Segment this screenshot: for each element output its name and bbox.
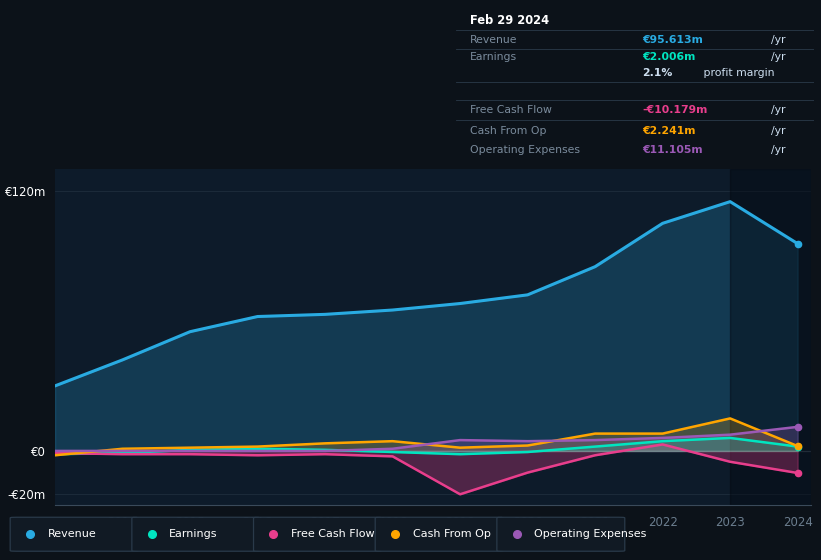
Text: €11.105m: €11.105m <box>642 144 703 155</box>
FancyBboxPatch shape <box>254 517 382 551</box>
Text: /yr: /yr <box>772 105 786 115</box>
Text: Earnings: Earnings <box>169 529 218 539</box>
Text: Feb 29 2024: Feb 29 2024 <box>470 14 549 27</box>
Text: Operating Expenses: Operating Expenses <box>470 144 580 155</box>
FancyBboxPatch shape <box>10 517 138 551</box>
Text: Earnings: Earnings <box>470 53 517 62</box>
Text: Cash From Op: Cash From Op <box>470 126 547 136</box>
Text: 2.1%: 2.1% <box>642 68 672 78</box>
Text: €95.613m: €95.613m <box>642 35 703 45</box>
Text: profit margin: profit margin <box>699 68 774 78</box>
Text: Free Cash Flow: Free Cash Flow <box>291 529 374 539</box>
Text: /yr: /yr <box>772 126 786 136</box>
Text: -€10.179m: -€10.179m <box>642 105 708 115</box>
Text: Revenue: Revenue <box>48 529 96 539</box>
Text: Free Cash Flow: Free Cash Flow <box>470 105 552 115</box>
FancyBboxPatch shape <box>132 517 259 551</box>
Text: €2.241m: €2.241m <box>642 126 695 136</box>
Bar <box>730 169 811 505</box>
Text: Operating Expenses: Operating Expenses <box>534 529 647 539</box>
Text: €2.006m: €2.006m <box>642 53 695 62</box>
Text: Cash From Op: Cash From Op <box>413 529 490 539</box>
Text: Revenue: Revenue <box>470 35 517 45</box>
FancyBboxPatch shape <box>497 517 625 551</box>
FancyBboxPatch shape <box>375 517 503 551</box>
Text: /yr: /yr <box>772 35 786 45</box>
Text: /yr: /yr <box>772 144 786 155</box>
Text: /yr: /yr <box>772 53 786 62</box>
